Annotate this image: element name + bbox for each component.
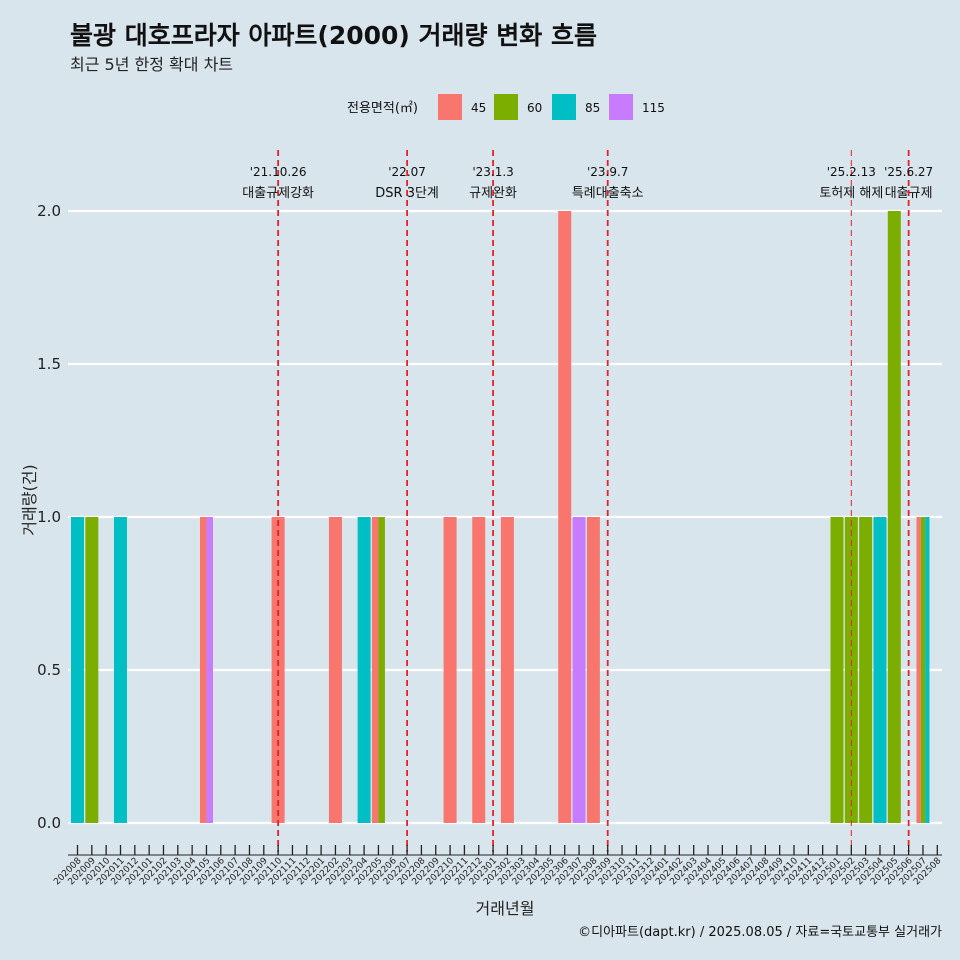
annotations: '21.10.26 대출규제강화 '22.07 DSR 3단계 '23.1.3 규제완화 '…	[242, 150, 933, 852]
chart-title: 불광 대호프라자 아파트(2000) 거래량 변화 흐름	[70, 21, 597, 50]
x-axis-title: 거래년월	[476, 899, 535, 918]
y-tick-label: 0.0	[37, 814, 61, 832]
bar-202105-45	[199, 517, 207, 823]
grid: 0.0 0.5 1.0 1.5 2.0	[37, 202, 942, 832]
annotation-label: 대출규제	[885, 186, 933, 201]
y-tick-label: 0.5	[37, 661, 61, 679]
bar-202205-60	[378, 517, 385, 823]
bar-202202-45	[328, 517, 342, 823]
annotation-date: '25.6.27	[884, 165, 933, 179]
bar-202507-45	[916, 517, 921, 823]
annotation-date: '21.10.26	[250, 165, 307, 179]
bar-202302-45	[500, 517, 514, 823]
bar-202204-85	[357, 517, 371, 823]
legend-label-115: 115	[642, 101, 665, 115]
annotation-date: '22.07	[388, 165, 426, 179]
bar-202011-85	[113, 517, 127, 823]
bars	[71, 211, 930, 823]
x-axis: 2020082020092020102020112020122021012021…	[52, 845, 944, 887]
bar-202008-85	[71, 517, 84, 823]
legend-swatch-60	[494, 94, 518, 120]
annotation-date: '23.1.3	[472, 165, 513, 179]
bar-202504-85	[873, 517, 887, 823]
y-tick-label: 1.5	[37, 355, 61, 373]
legend-swatch-115	[609, 94, 633, 120]
bar-202009-60	[85, 517, 99, 823]
legend-label-45: 45	[471, 101, 486, 115]
bar-202507-60	[920, 517, 926, 823]
legend-swatch-85	[552, 94, 576, 120]
bar-202205-45	[371, 517, 379, 823]
y-tick-label: 2.0	[37, 202, 61, 220]
y-tick-label: 1.0	[37, 508, 61, 526]
annotation-label: 토허제 해제	[819, 186, 883, 201]
bar-202503-60	[859, 517, 873, 823]
bar-202308-45	[586, 517, 600, 823]
bar-202505-60	[887, 211, 901, 823]
y-axis-title: 거래량(건)	[20, 464, 39, 535]
annotation-date: '23.9.7	[587, 165, 628, 179]
legend-swatch-45	[438, 94, 462, 120]
bar-202212-45	[472, 517, 486, 823]
chart-subtitle: 최근 5년 한정 확대 차트	[70, 55, 233, 74]
annotation-label: 특례대출축소	[572, 186, 644, 201]
annotation-date: '25.2.13	[827, 165, 876, 179]
annotation-label: 대출규제강화	[242, 186, 314, 201]
legend-label-85: 85	[585, 101, 600, 115]
bar-202105-115	[206, 517, 213, 823]
bar-202307-115	[572, 517, 586, 823]
legend-label-60: 60	[527, 101, 542, 115]
caption: ©디아파트(dapt.kr) / 2025.08.05 / 자료=국토교통부 실…	[578, 925, 942, 940]
annotation-label: 규제완화	[469, 186, 517, 201]
bar-202306-45	[558, 211, 572, 823]
bar-202501-60	[830, 517, 844, 823]
bar-202507-85	[925, 517, 930, 823]
annotation-label: DSR 3단계	[375, 186, 439, 201]
legend: 전용면적(㎡) 45 60 85 115	[347, 94, 665, 120]
legend-title: 전용면적(㎡)	[347, 101, 418, 116]
bar-202210-45	[443, 517, 457, 823]
